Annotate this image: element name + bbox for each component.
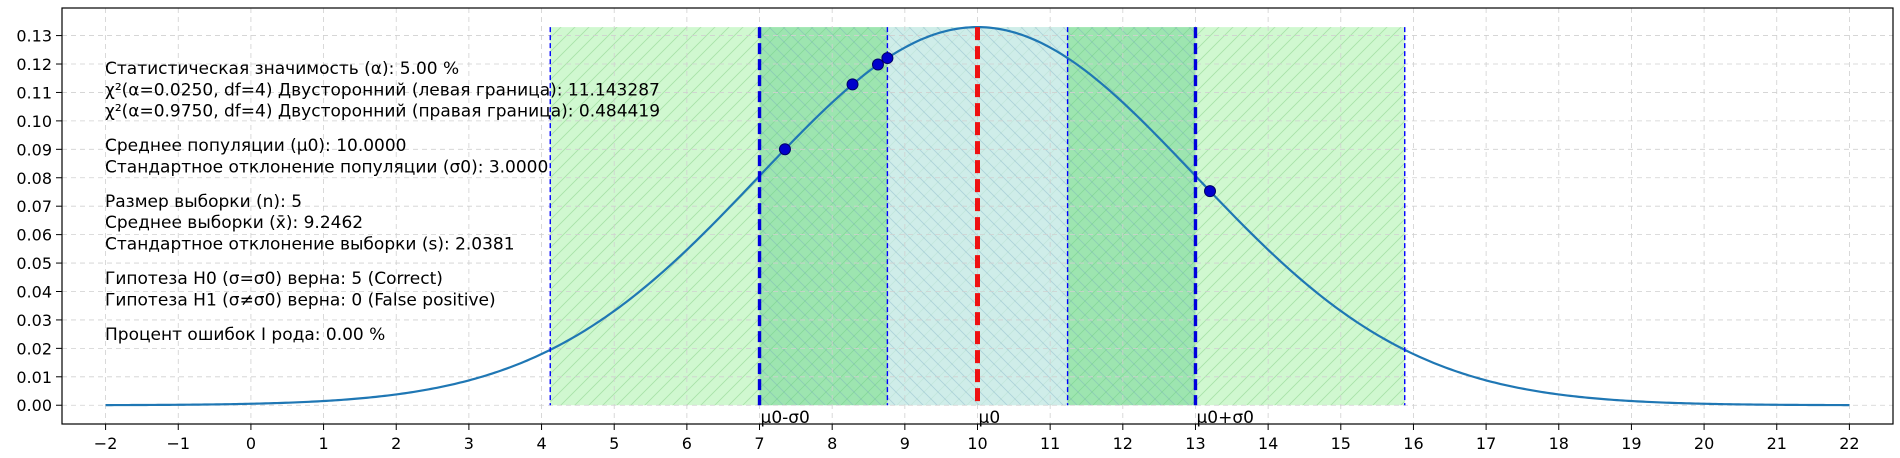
x-tick-label: −1 (166, 434, 190, 453)
annotation-line: Среднее популяции (μ0): 10.0000 (105, 136, 407, 156)
annotation-line: Стандартное отклонение выборки (s): 2.03… (105, 235, 515, 255)
x-tick-label: 15 (1331, 434, 1351, 453)
x-tick-label: 18 (1549, 434, 1569, 453)
sample-point (871, 58, 884, 71)
x-tick-label: 14 (1258, 434, 1278, 453)
x-tick-label: 0 (246, 434, 256, 453)
y-tick-label: 0.05 (16, 254, 52, 273)
y-tick-label: 0.07 (16, 197, 52, 216)
sample-point (881, 52, 894, 65)
x-tick-label: 5 (609, 434, 619, 453)
annotation-line: Размер выборки (n): 5 (105, 192, 302, 212)
x-tick-label: 10 (967, 434, 987, 453)
x-tick-label: 2 (391, 434, 401, 453)
x-tick-label: 1 (318, 434, 328, 453)
annotation-line: Статистическая значимость (α): 5.00 % (105, 59, 459, 79)
x-tick-label: 17 (1476, 434, 1496, 453)
x-tick-label: 16 (1403, 434, 1423, 453)
y-tick-label: 0.09 (16, 140, 52, 159)
region-hatch (1067, 27, 1196, 406)
x-tick-label: 19 (1621, 434, 1641, 453)
y-tick-label: 0.10 (16, 112, 52, 131)
y-tick-label: 0.02 (16, 339, 52, 358)
x-tick-label: 8 (827, 434, 837, 453)
x-tick-label: 22 (1839, 434, 1859, 453)
grid-layer (62, 8, 1893, 424)
annotation-line: Гипотеза H1 (σ≠σ0) верна: 0 (False posit… (105, 290, 496, 310)
y-tick-label: 0.06 (16, 226, 52, 245)
points-layer (778, 52, 1217, 198)
y-tick-label: 0.13 (16, 27, 52, 46)
x-tick-label: −2 (94, 434, 118, 453)
x-tick-label: 6 (682, 434, 692, 453)
y-tick-label: 0.01 (16, 368, 52, 387)
annotation-layer: μ0-σ0 μ0+σ0 μ0 Статистическая значимость (α… (105, 59, 1254, 428)
y-tick-label: 0.12 (16, 55, 52, 74)
y-tick-label: 0.08 (16, 169, 52, 188)
reference-line-label: μ0+σ0 (1196, 408, 1253, 428)
annotation-line: χ²(α=0.0250, df=4) Двусторонний (левая г… (105, 80, 660, 100)
annotation-line: Гипотеза H0 (σ=σ0) верна: 5 (Correct) (105, 269, 443, 289)
y-tick-label: 0.11 (16, 83, 52, 102)
annotation-line: Стандартное отклонение популяции (σ0): 3… (105, 157, 548, 177)
x-tick-label: 21 (1767, 434, 1787, 453)
x-tick-label: 7 (754, 434, 764, 453)
annotation-line: Среднее выборки (x̄): 9.2462 (105, 213, 363, 233)
region-hatch (759, 27, 888, 406)
x-tick-label: 20 (1694, 434, 1714, 453)
sample-point (778, 143, 791, 156)
y-tick-label: 0.03 (16, 311, 52, 330)
annotation-line: χ²(α=0.9750, df=4) Двусторонний (правая … (105, 102, 660, 122)
x-tick-label: 12 (1113, 434, 1133, 453)
x-tick-label: 4 (536, 434, 546, 453)
sample-point (846, 78, 859, 91)
y-tick-label: 0.00 (16, 396, 52, 415)
x-tick-label: 11 (1040, 434, 1060, 453)
x-tick-label: 13 (1185, 434, 1205, 453)
sample-point (1204, 185, 1217, 198)
x-tick-label: 3 (464, 434, 474, 453)
annotation-line: Процент ошибок I рода: 0.00 % (105, 325, 385, 345)
reference-line-label: μ0 (979, 408, 1001, 428)
axes-layer: −2 −1 0 1 2 3 4 5 6 7 8 9 10 11 12 13 14 15 16 17 18 19 20 21 22… (16, 7, 1894, 453)
x-tick-label: 9 (900, 434, 910, 453)
vline-layer (549, 27, 1406, 406)
y-tick-label: 0.04 (16, 282, 52, 301)
reference-line-label: μ0-σ0 (761, 408, 810, 428)
